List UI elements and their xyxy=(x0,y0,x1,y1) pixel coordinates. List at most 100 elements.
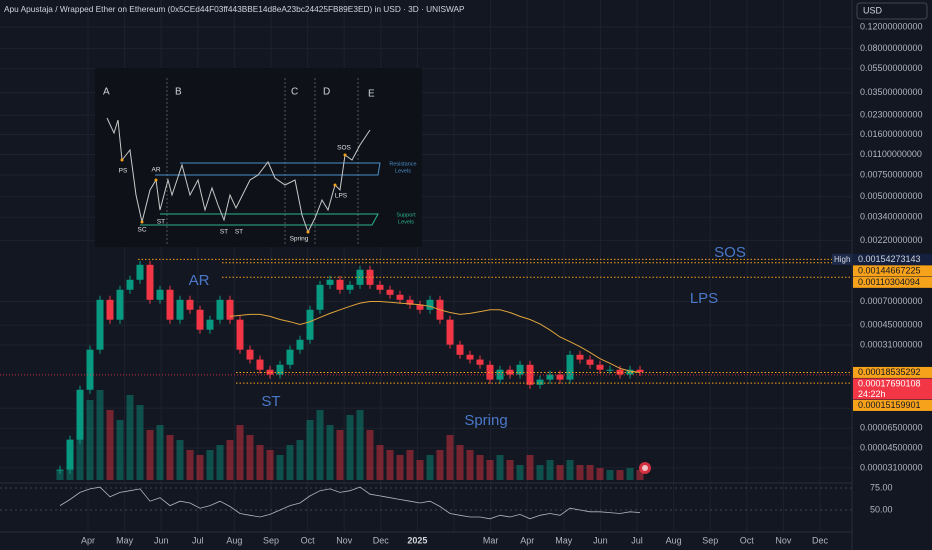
volume-bar xyxy=(156,425,164,480)
candle-body xyxy=(386,289,394,295)
candle-body xyxy=(486,364,494,380)
y-tick-label: 0.01100000000 xyxy=(860,149,922,159)
candle-body xyxy=(616,369,624,375)
candle-body xyxy=(276,364,284,375)
volume-bar xyxy=(176,440,184,480)
price-tag-box xyxy=(853,378,932,400)
chart-title: Apu Apustaja / Wrapped Ether on Ethereum… xyxy=(4,4,465,14)
currency-button[interactable] xyxy=(856,2,928,20)
x-tick-label: Sep xyxy=(702,535,718,545)
candle-body xyxy=(246,349,254,360)
event-dot xyxy=(333,183,337,187)
candle-body xyxy=(136,264,144,280)
volume-bar xyxy=(586,465,594,480)
volume-bar xyxy=(526,455,534,480)
candle-body xyxy=(266,369,274,375)
volume-bar xyxy=(456,445,464,480)
volume-bar xyxy=(566,460,574,480)
volume-bar xyxy=(56,470,64,480)
volume-bar xyxy=(346,415,354,480)
rsi-tick-label: 50.00 xyxy=(870,504,893,514)
candle-body xyxy=(586,359,594,365)
event-dots xyxy=(120,153,347,234)
candle-body xyxy=(176,299,184,320)
y-tick-label: 0.00004500000 xyxy=(860,442,923,452)
currency[interactable]: USD xyxy=(863,5,883,15)
candle-body xyxy=(66,439,74,470)
volume-bar xyxy=(636,470,644,480)
volume-bar xyxy=(266,450,274,480)
candle-body xyxy=(166,289,174,320)
volume-bar xyxy=(596,468,604,480)
candle-body xyxy=(596,364,604,370)
volume-bar xyxy=(96,390,104,480)
volume-bar xyxy=(446,435,454,480)
x-tick-label: Dec xyxy=(373,535,390,545)
volume-bar xyxy=(136,405,144,480)
y-tick-label: 0.00750000000 xyxy=(860,169,923,179)
price-tag: 0.00015159901 xyxy=(853,399,932,411)
x-tick-label: Oct xyxy=(301,535,316,545)
event-label: ST xyxy=(220,229,228,236)
x-tick-label: Nov xyxy=(336,535,353,545)
candle-body xyxy=(316,284,324,310)
wyckoff-annotation: SOS xyxy=(714,244,746,261)
event-label: Spring xyxy=(290,236,309,243)
x-tick-label: Apr xyxy=(81,535,95,545)
volume-bar xyxy=(326,425,334,480)
event-label: PS xyxy=(119,168,128,175)
volume-bar xyxy=(306,420,314,480)
volume-bar xyxy=(276,455,284,480)
candle-body xyxy=(446,319,454,345)
countdown: 24:22h xyxy=(858,389,886,399)
volume-bar xyxy=(426,455,434,480)
candle-body xyxy=(546,374,554,380)
event-dot xyxy=(140,220,144,224)
volume-bar xyxy=(476,455,484,480)
x-tick-label: Jun xyxy=(154,535,169,545)
y-tick-label: 0.01600000000 xyxy=(860,129,923,139)
event-label: AR xyxy=(151,167,160,174)
candle-body xyxy=(606,369,614,371)
price-tag: 0.00154273143 xyxy=(853,253,932,265)
x-tick-label: Nov xyxy=(775,535,792,545)
wyckoff-annotation: Spring xyxy=(464,412,507,429)
candle-body xyxy=(516,364,524,375)
price-tag-label: 0.00018535292 xyxy=(858,367,921,377)
candle-body xyxy=(466,354,474,360)
volume-bar xyxy=(166,435,174,480)
volume-bar xyxy=(486,460,494,480)
candle-body xyxy=(286,349,294,365)
volume-bar xyxy=(286,445,294,480)
wyckoff-annotation: ST xyxy=(261,393,280,410)
x-tick-label: 2025 xyxy=(407,535,427,545)
resistance-lines xyxy=(155,162,381,176)
volume-bar xyxy=(556,465,564,480)
volume-bar xyxy=(196,455,204,480)
y-tick-label: 0.00003100000 xyxy=(860,462,923,472)
candle-body xyxy=(106,299,114,320)
volume-bar xyxy=(206,450,214,480)
candle-body xyxy=(626,369,634,375)
volume-bar xyxy=(116,420,124,480)
price-tag-label: 0.00110304094 xyxy=(858,277,920,287)
candle-body xyxy=(556,374,564,380)
phase-label: B xyxy=(175,87,182,98)
candle-body xyxy=(476,359,484,365)
volume-bar xyxy=(626,468,634,480)
event-icon-inner xyxy=(642,465,648,471)
wyckoff-annotation: AR xyxy=(189,272,210,289)
event-label: SC xyxy=(137,227,146,234)
candle-body xyxy=(236,319,244,350)
x-tick-label: Mar xyxy=(483,535,499,545)
event-label: SOS xyxy=(337,145,351,152)
price-tag-label: 0.00017690108 xyxy=(858,379,921,389)
price-tag-label: 0.00015159901 xyxy=(858,400,921,410)
volume-bar xyxy=(356,410,364,480)
volume-bar xyxy=(236,425,244,480)
candle-body xyxy=(536,379,544,385)
volume-bar xyxy=(416,460,424,480)
x-tick-label: Dec xyxy=(812,535,829,545)
volume-bar xyxy=(86,400,94,480)
